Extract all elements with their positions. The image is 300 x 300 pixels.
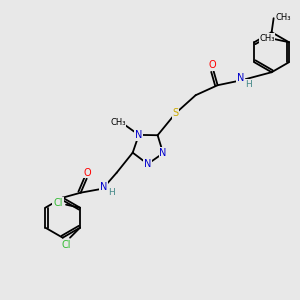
Text: N: N	[135, 130, 142, 140]
Text: Cl: Cl	[53, 198, 63, 208]
Text: O: O	[84, 168, 92, 178]
Text: H: H	[245, 80, 252, 89]
Text: CH₃: CH₃	[276, 13, 291, 22]
Text: S: S	[172, 108, 179, 118]
Text: N: N	[100, 182, 107, 192]
Text: CH₃: CH₃	[110, 118, 126, 127]
Text: N: N	[159, 148, 167, 158]
Text: O: O	[209, 60, 216, 70]
Text: CH₃: CH₃	[259, 34, 275, 43]
Text: N: N	[237, 73, 244, 83]
Text: N: N	[144, 159, 152, 169]
Text: H: H	[108, 188, 115, 197]
Text: Cl: Cl	[61, 240, 71, 250]
